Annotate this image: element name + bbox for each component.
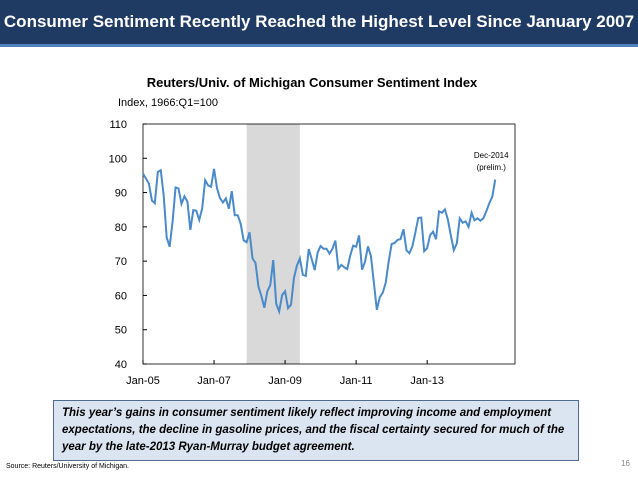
y-tick-label: 100 <box>109 153 127 165</box>
source: Source: Reuters/University of Michigan. <box>6 463 129 470</box>
annotation: (prelim.) <box>477 163 507 172</box>
y-tick-label: 50 <box>115 325 127 337</box>
shaded-period <box>246 124 300 364</box>
chart: Reuters/Univ. of Michigan Consumer Senti… <box>109 75 516 387</box>
page-number: 16 <box>621 459 630 468</box>
x-tick-label: Jan-09 <box>268 375 302 387</box>
note-box: This year’s gains in consumer sentiment … <box>53 400 579 461</box>
series-line <box>142 168 497 316</box>
plot-frame <box>142 123 516 365</box>
y-tick-label: 40 <box>115 359 127 371</box>
y-tick-label: 90 <box>115 188 127 200</box>
x-tick-label: Jan-07 <box>197 375 231 387</box>
slide-title: Consumer Sentiment Recently Reached the … <box>0 0 638 47</box>
y-tick-label: 110 <box>109 119 127 131</box>
y-tick-label: 70 <box>115 256 127 268</box>
y-tick-label: 80 <box>115 222 127 234</box>
chart-title: Reuters/Univ. of Michigan Consumer Senti… <box>147 75 478 90</box>
y-tick-label: 60 <box>115 290 127 302</box>
x-tick-label: Jan-11 <box>340 375 373 387</box>
x-tick-label: Jan-05 <box>126 375 160 387</box>
x-tick-label: Jan-13 <box>410 375 444 387</box>
annotation: Dec-2014 <box>474 151 509 160</box>
y-axis-label: Index, 1966:Q1=100 <box>118 97 218 109</box>
